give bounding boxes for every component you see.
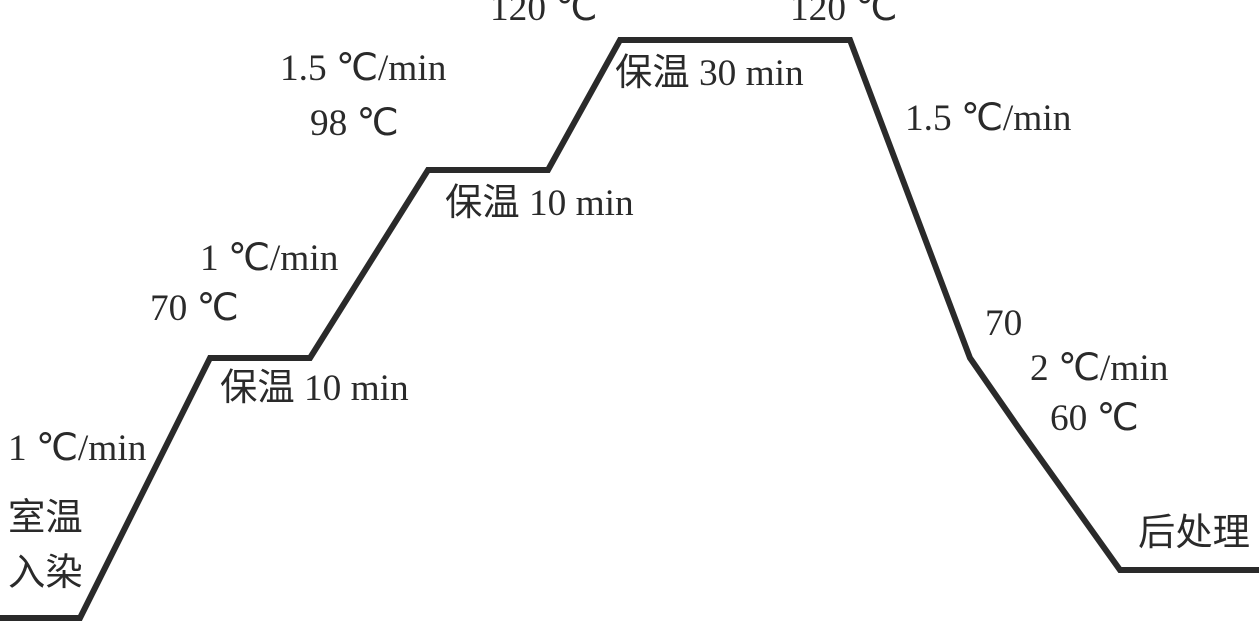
label-hold120: 保温 30 min: [615, 53, 804, 94]
labels-group: 1 ℃/min 室温入染 70 ℃ 1 ℃/min 保温 10 min 98 ℃ 1.5 ℃…: [8, 0, 1250, 594]
label-rate1: 1 ℃/min: [8, 428, 147, 469]
label-temp60: 60 ℃: [1050, 398, 1139, 439]
label-rate2: 1 ℃/min: [200, 238, 339, 279]
label-hold70: 保温 10 min: [220, 368, 409, 409]
label-hold98: 保温 10 min: [445, 183, 634, 224]
label-temp70b: 70: [985, 303, 1022, 344]
label-rate3: 1.5 ℃/min: [280, 48, 447, 89]
label-start1: 室温: [8, 497, 83, 539]
label-temp98: 98 ℃: [310, 103, 399, 144]
label-start2: 入染: [8, 553, 83, 594]
label-temp120b: 120 ℃: [790, 0, 897, 29]
dyeing-process-diagram: 1 ℃/min 室温入染 70 ℃ 1 ℃/min 保温 10 min 98 ℃ 1.5 ℃…: [0, 0, 1259, 635]
label-rate5: 2 ℃/min: [1030, 348, 1169, 389]
label-post: 后处理: [1138, 513, 1250, 554]
label-rate4: 1.5 ℃/min: [905, 98, 1072, 139]
label-temp70: 70 ℃: [150, 288, 239, 329]
label-temp120a: 120 ℃: [490, 0, 597, 29]
